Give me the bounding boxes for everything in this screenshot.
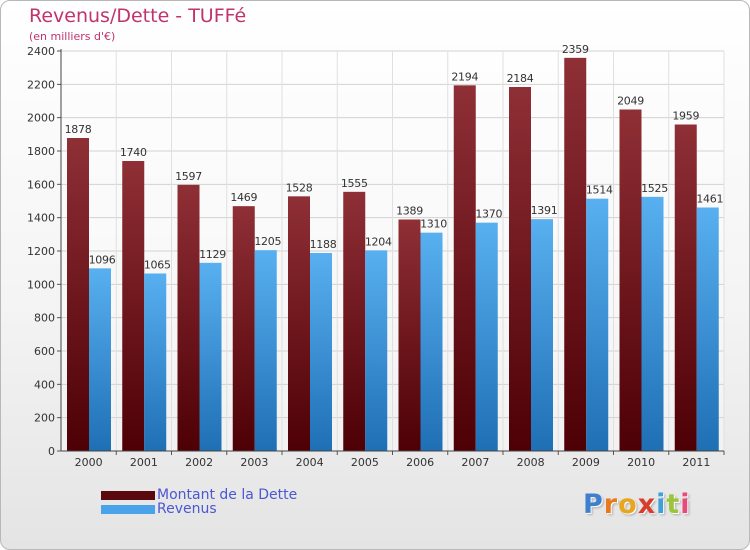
logo-letter: i [656,489,667,520]
data-label-revenus-2008: 1391 [531,204,558,217]
bar-debt-2000 [67,138,89,451]
data-label-debt-2003: 1469 [230,191,257,204]
legend-item-debt: Montant de la Dette [101,487,297,503]
x-tick-label-2000: 2000 [75,456,103,469]
data-label-revenus-2009: 1514 [586,184,613,197]
bar-revenus-2008 [531,219,553,451]
data-label-revenus-2006: 1310 [420,218,447,231]
bar-debt-2003 [232,206,255,451]
y-tick-label-200: 200 [34,412,55,425]
y-tick-label-600: 600 [34,345,55,358]
data-label-debt-2004: 1528 [286,181,313,194]
data-label-debt-2007: 2194 [451,70,478,83]
legend-label-debt: Montant de la Dette [157,487,298,503]
y-tick-label-1000: 1000 [27,278,55,291]
legend-item-revenus: Revenus [101,501,217,517]
data-label-debt-2000: 1878 [65,123,92,136]
proxiti-logo: Proxiti [583,489,691,520]
x-tick-label-2010: 2010 [627,456,655,469]
legend-label-revenus: Revenus [157,501,217,517]
y-tick-label-1200: 1200 [27,245,55,258]
x-tick-label-2003: 2003 [240,456,268,469]
x-tick-label-2005: 2005 [351,456,379,469]
y-tick-label-2000: 2000 [27,112,55,125]
bar-revenus-2005 [365,250,388,451]
logo-letter: i [680,489,691,520]
y-tick-label-1800: 1800 [27,145,55,158]
data-label-revenus-2007: 1370 [475,208,502,221]
x-tick-label-2008: 2008 [517,456,545,469]
legend-swatch-revenus [101,504,155,514]
data-label-revenus-2003: 1205 [254,235,281,248]
bar-debt-2007 [453,85,476,451]
data-label-debt-2011: 1959 [672,110,699,123]
bar-debt-2006 [398,219,421,451]
x-tick-label-2006: 2006 [406,456,434,469]
y-tick-label-400: 400 [34,378,55,391]
data-label-revenus-2001: 1065 [144,259,171,272]
bar-debt-2001 [122,161,145,451]
x-tick-label-2004: 2004 [296,456,324,469]
bar-revenus-2003 [254,250,277,451]
logo-letter: P [583,489,604,520]
bar-revenus-2006 [420,232,443,451]
data-label-debt-2005: 1555 [341,177,368,190]
bar-debt-2008 [509,87,531,451]
bar-revenus-2004 [310,253,332,451]
chart-title: Revenus/Dette - TUFFé [29,5,247,27]
x-tick-label-2001: 2001 [130,456,158,469]
x-tick-label-2011: 2011 [682,456,710,469]
bar-revenus-2007 [475,222,498,451]
data-label-revenus-2000: 1096 [89,253,116,266]
x-tick-label-2002: 2002 [185,456,213,469]
data-label-revenus-2010: 1525 [641,182,668,195]
bar-debt-2011 [674,124,697,451]
data-label-debt-2006: 1389 [396,205,423,218]
data-label-revenus-2005: 1204 [365,235,392,248]
chart-subtitle: (en milliers d'€) [29,30,116,43]
bar-revenus-2000 [89,268,111,451]
bar-debt-2009 [564,57,587,451]
data-label-debt-2010: 2049 [617,95,644,108]
bar-debt-2005 [343,191,366,452]
bar-debt-2010 [619,109,642,451]
data-label-revenus-2004: 1188 [310,238,337,251]
data-label-debt-2002: 1597 [175,170,202,183]
y-tick-label-2400: 2400 [27,45,55,58]
data-label-debt-2008: 2184 [507,72,534,85]
data-label-revenus-2011: 1461 [696,193,723,206]
y-tick-label-800: 800 [34,312,55,325]
data-label-debt-2001: 1740 [120,146,147,159]
logo-letter: x [637,489,657,520]
x-tick-label-2009: 2009 [572,456,600,469]
y-tick-label-0: 0 [48,445,55,458]
bar-revenus-2002 [199,262,222,451]
bar-debt-2002 [177,184,200,452]
y-tick-label-2200: 2200 [27,78,55,91]
logo-letter: t [666,489,681,520]
x-tick-label-2007: 2007 [461,456,489,469]
y-tick-label-1400: 1400 [27,212,55,225]
data-label-revenus-2002: 1129 [199,248,226,261]
bar-revenus-2011 [696,207,719,451]
bar-revenus-2009 [586,198,609,451]
logo-letter: r [603,489,619,520]
logo-letter: o [618,489,638,520]
bar-debt-2004 [288,196,310,451]
y-tick-label-1600: 1600 [27,178,55,191]
data-label-debt-2009: 2359 [562,43,589,56]
legend-swatch-debt [101,490,155,500]
bar-revenus-2010 [641,196,664,451]
bar-revenus-2001 [144,273,167,451]
